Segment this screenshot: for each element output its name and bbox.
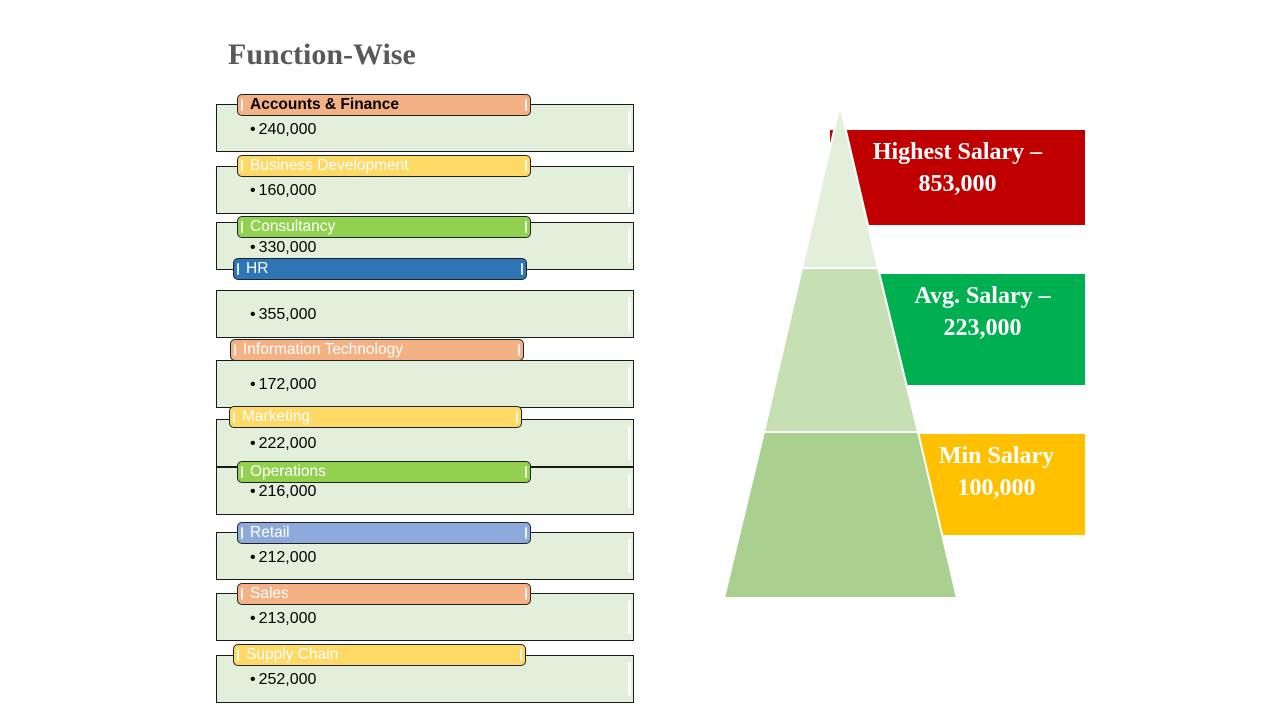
- pyramid-bottom-tier: [722, 431, 959, 599]
- value-business-development: 160,000: [250, 182, 317, 200]
- value-consultancy: 330,000: [250, 239, 317, 257]
- label-accounts-finance: Accounts & Finance: [237, 94, 531, 116]
- value-hr: 355,000: [250, 306, 317, 324]
- label-marketing: Marketing: [229, 406, 522, 428]
- value-operations: 216,000: [250, 483, 317, 501]
- value-accounts-finance: 240,000: [250, 121, 317, 139]
- value-retail: 212,000: [250, 549, 317, 567]
- min-salary-label: Min Salary: [938, 443, 1055, 469]
- page-title: Function-Wise: [228, 38, 416, 71]
- label-sales: Sales: [237, 583, 531, 605]
- value-supply-chain: 252,000: [250, 671, 317, 689]
- avg-salary-value: 223,000: [943, 315, 1022, 341]
- highest-salary-text: Highest Salary – 853,000: [830, 136, 1085, 200]
- value-marketing: 222,000: [250, 435, 317, 453]
- min-salary-value: 100,000: [957, 475, 1036, 501]
- label-supply-chain: Supply Chain: [233, 644, 526, 666]
- highest-salary-box: [830, 130, 1085, 225]
- label-business-development: Business Development: [237, 155, 531, 177]
- avg-salary-text: Avg. Salary – 223,000: [880, 280, 1085, 344]
- min-salary-text: Min Salary 100,000: [913, 440, 1080, 504]
- min-salary-box: [918, 434, 1085, 535]
- label-hr: HR: [233, 258, 527, 280]
- value-information-technology: 172,000: [250, 376, 317, 394]
- label-operations: Operations: [237, 461, 531, 483]
- highest-salary-value: 853,000: [918, 171, 997, 197]
- label-consultancy: Consultancy: [237, 216, 531, 238]
- value-sales: 213,000: [250, 610, 317, 628]
- avg-salary-label: Avg. Salary –: [914, 283, 1051, 309]
- avg-salary-box: [880, 274, 1085, 385]
- label-information-technology: Information Technology: [230, 339, 524, 361]
- label-retail: Retail: [237, 522, 531, 544]
- highest-salary-label: Highest Salary –: [872, 139, 1043, 165]
